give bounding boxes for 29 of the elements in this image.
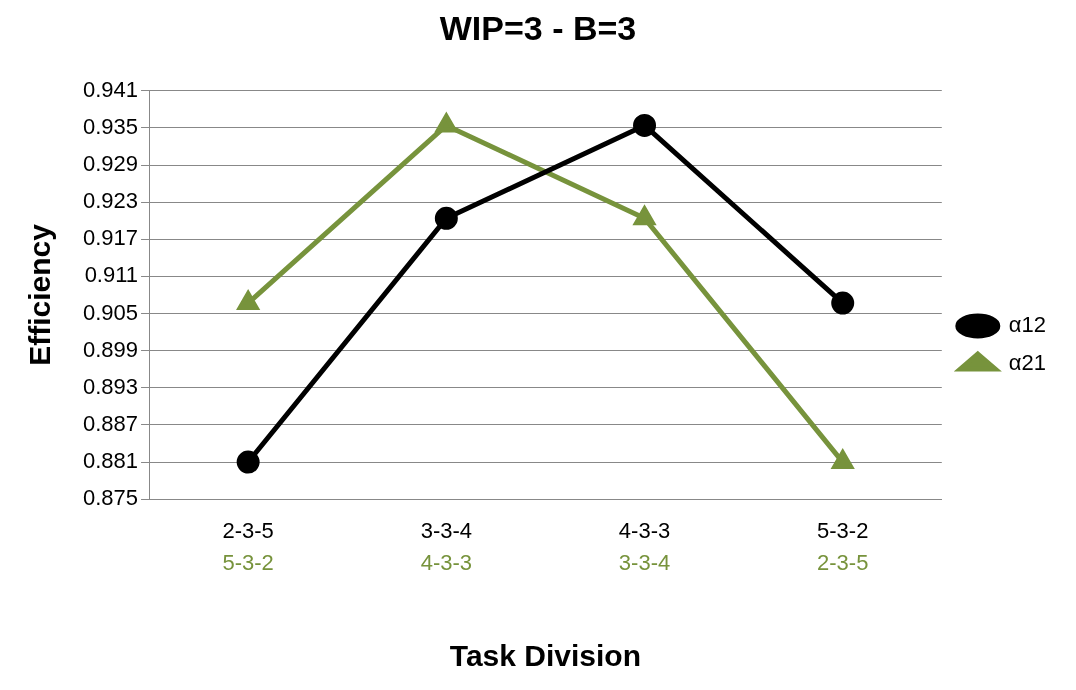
- y-tick-label: 0.893: [82, 373, 139, 399]
- point: [632, 204, 657, 226]
- x-tick-label: 2-3-5 5-3-2: [222, 518, 274, 576]
- y-axis-title: Efficiency: [23, 223, 57, 366]
- point: [830, 448, 855, 470]
- point: [236, 289, 261, 311]
- y-tick-label: 0.899: [82, 336, 139, 362]
- y-tick-label: 0.905: [82, 299, 139, 325]
- point: [831, 291, 855, 315]
- point: [633, 113, 657, 137]
- y-tick-label: 0.875: [82, 485, 139, 511]
- point: [434, 111, 457, 133]
- y-tick-label: 0.941: [82, 76, 139, 102]
- chart-title: WIP=3 - B=3: [439, 8, 637, 47]
- y-tick-label: 0.881: [82, 448, 139, 474]
- legend-label: α21: [1008, 350, 1047, 376]
- y-tick-label: 0.929: [82, 151, 139, 177]
- legend-label: α12: [1008, 312, 1047, 338]
- y-tick-label: 0.935: [82, 113, 139, 139]
- y-tick-label: 0.911: [84, 262, 139, 288]
- point: [434, 206, 458, 230]
- y-tick-label: 0.887: [82, 411, 139, 437]
- x-tick-label: 5-3-2 2-3-5: [817, 518, 869, 576]
- point: [236, 450, 260, 474]
- y-tick-label: 0.923: [82, 188, 139, 214]
- x-axis-title: Task Division: [449, 639, 642, 673]
- x-tick-label: 4-3-3 3-3-4: [618, 518, 671, 576]
- x-tick-label: 3-3-4 4-3-3: [420, 518, 473, 576]
- y-tick-label: 0.917: [82, 225, 139, 251]
